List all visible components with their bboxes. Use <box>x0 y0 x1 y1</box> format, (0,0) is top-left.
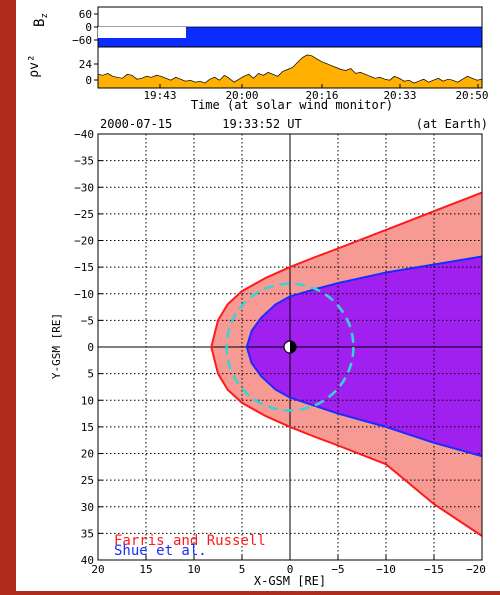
earth-marker <box>283 340 297 354</box>
y-tick-label: 15 <box>81 421 94 434</box>
y-tick-label: 10 <box>81 394 94 407</box>
legend-shue: Shue et al. <box>114 543 207 559</box>
bz-tick-label: −60 <box>72 34 92 47</box>
farris-russell-boundary <box>210 191 483 537</box>
y-tick-label: −40 <box>74 128 94 141</box>
pressure-area <box>97 54 483 89</box>
y-tick-labels: −40 −35 −30 −25 −20 −15 −10 −5 0 5 10 15 20 25 30 35 40 <box>74 128 103 567</box>
y-tick-label: −25 <box>74 208 94 221</box>
time-axis-label: Time (at solar wind monitor) <box>191 98 393 112</box>
x-tick-label: −5 <box>331 563 344 576</box>
bz-gap <box>98 27 186 38</box>
pressure-tick-label: 24 <box>79 58 93 71</box>
y-tick-label: −15 <box>74 261 94 274</box>
x-tick-label: 15 <box>139 563 152 576</box>
x-tick-label: 20 <box>91 563 104 576</box>
y-tick-label: 35 <box>81 527 94 540</box>
shue-boundary <box>245 255 483 458</box>
pressure-tick-label: 0 <box>85 74 92 87</box>
y-tick-label: −35 <box>74 155 94 168</box>
chart-title-date: 2000-07-15 <box>100 117 172 131</box>
pressure-axis-label: ρv² <box>27 54 42 77</box>
time-tick-label: 20:50 <box>455 89 488 102</box>
bz-band <box>98 27 482 47</box>
y-axis-label: Y-GSM [RE] <box>50 313 63 379</box>
x-tick-label: 5 <box>239 563 246 576</box>
geosynchronous-orbit-circle <box>225 282 355 412</box>
time-tick-label: 19:43 <box>143 89 176 102</box>
x-axis-label: X-GSM [RE] <box>254 574 326 588</box>
time-tick-label: 20:33 <box>383 89 416 102</box>
y-tick-label: 30 <box>81 501 94 514</box>
x-tick-label: −10 <box>376 563 396 576</box>
time-tick-label: 20:16 <box>305 89 338 102</box>
earth-night-side <box>290 341 296 353</box>
chart-title-location: (at Earth) <box>416 117 488 131</box>
y-tick-label: −30 <box>74 181 94 194</box>
y-tick-label: −10 <box>74 288 94 301</box>
y-tick-label: −20 <box>74 235 94 248</box>
x-tick-label: −20 <box>466 563 486 576</box>
y-tick-label: 20 <box>81 448 94 461</box>
time-ticks: 19:43 20:00 20:16 20:33 20:50 <box>143 84 489 102</box>
x-tick-label: 0 <box>287 563 294 576</box>
bz-tick-label: 60 <box>79 8 92 21</box>
time-tick-label: 20:00 <box>225 89 258 102</box>
y-tick-label: 0 <box>87 341 94 354</box>
legend-farris-russell: Farris and Russell <box>114 533 266 549</box>
y-tick-label: 25 <box>81 474 94 487</box>
solar-wind-frame <box>97 6 483 89</box>
y-tick-label: 5 <box>87 368 94 381</box>
x-tick-labels: 20 15 10 5 0 −5 −10 −15 −20 <box>91 555 486 576</box>
x-tick-label: 10 <box>187 563 200 576</box>
magnetopause-panel: 2000-07-15 19:33:52 UT (at Earth) −40 −35… <box>50 117 488 588</box>
y-tick-label: 40 <box>81 554 94 567</box>
shue-region <box>246 256 482 457</box>
x-tick-label: −15 <box>424 563 444 576</box>
y-tick-label: −5 <box>81 314 94 327</box>
bz-tick-label: 0 <box>85 21 92 34</box>
bz-axis-label: Bz <box>32 13 50 27</box>
chart-title-time: 19:33:52 UT <box>222 117 301 131</box>
